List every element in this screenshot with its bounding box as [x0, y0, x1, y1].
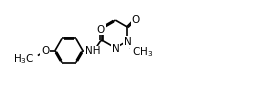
Text: O: O — [97, 25, 105, 35]
Text: O: O — [41, 46, 50, 56]
Text: N: N — [112, 44, 119, 54]
Text: N: N — [123, 37, 131, 47]
Text: NH: NH — [85, 46, 100, 56]
Text: O: O — [132, 15, 140, 25]
Text: H$_3$C: H$_3$C — [13, 53, 34, 66]
Text: CH$_3$: CH$_3$ — [132, 46, 153, 59]
